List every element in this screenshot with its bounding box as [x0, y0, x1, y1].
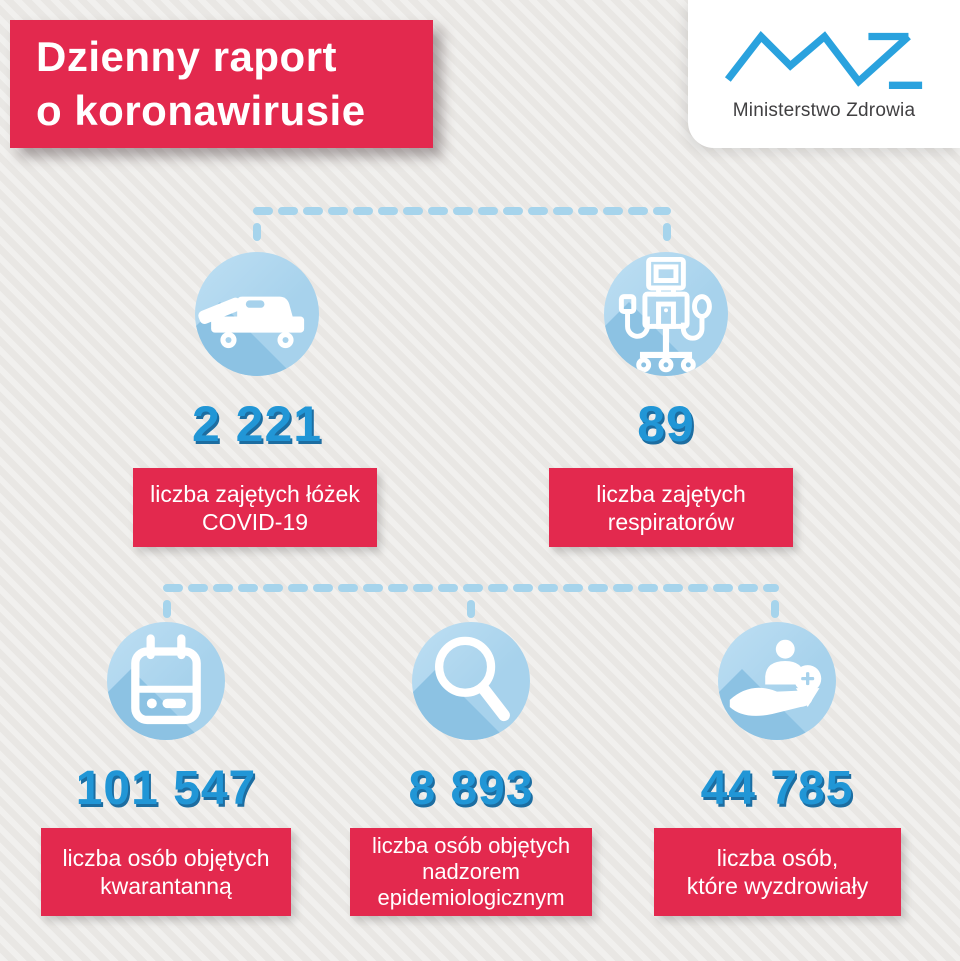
calendar-icon [131, 634, 201, 725]
label-line: epidemiologicznym [377, 885, 565, 910]
label-line: liczba osób objętych [371, 833, 571, 858]
label-line: liczba zajętych łóżek [150, 480, 360, 507]
report-title-line1: Dzienny raport [36, 33, 338, 80]
label-line: które wyzdrowiały [686, 873, 869, 899]
stat-value-recovered: 44 785 [700, 762, 854, 815]
report-title-line2: o koronawirusie [36, 87, 366, 134]
magnifying-glass-icon [435, 636, 510, 722]
stat-circle-quarantine [107, 622, 225, 740]
label-line: liczba osób, [716, 845, 839, 871]
report-title-banner: Dzienny raport o koronawirusie [10, 20, 433, 148]
stat-value-quarantine: 101 547 [75, 762, 257, 815]
hospital-bed-icon [198, 296, 305, 349]
ventilator-icon [618, 256, 712, 373]
stat-label-recovered: liczba osób, które wyzdrowiały [654, 828, 901, 916]
stat-label-quarantine: liczba osób objętych kwarantanną [41, 828, 291, 916]
stat-circle-recovered [718, 622, 836, 740]
stat-label-epidemiological-surveillance: liczba osób objętych nadzorem epidemiolo… [350, 828, 592, 916]
label-line: respiratorów [607, 508, 735, 535]
label-line: kwarantanną [100, 873, 232, 899]
hand-care-icon [729, 639, 822, 716]
stat-circle-occupied-beds [195, 252, 319, 376]
stat-value-ventilators: 89 [637, 396, 695, 452]
stat-value-epidemiological-surveillance: 8 893 [408, 762, 534, 815]
label-line: liczba zajętych [596, 480, 746, 507]
stat-value-occupied-beds: 2 221 [191, 396, 323, 452]
stat-circle-ventilators [604, 252, 728, 376]
stat-circle-epidemiological-surveillance [412, 622, 530, 740]
ministry-logo-card: Ministerstwo Zdrowia [688, 0, 960, 148]
ministry-name: Ministerstwo Zdrowia [732, 100, 916, 121]
label-line: liczba osób objętych [62, 845, 270, 871]
stat-label-occupied-beds: liczba zajętych łóżek COVID-19 [133, 468, 377, 547]
dashed-connector-row2 [163, 584, 779, 618]
label-line: nadzorem [422, 859, 520, 884]
dashed-connector-row1 [253, 207, 671, 241]
stat-label-ventilators: liczba zajętych respiratorów [549, 468, 793, 547]
mz-zigzag-logo-icon [724, 30, 922, 89]
label-line: COVID-19 [201, 508, 309, 535]
